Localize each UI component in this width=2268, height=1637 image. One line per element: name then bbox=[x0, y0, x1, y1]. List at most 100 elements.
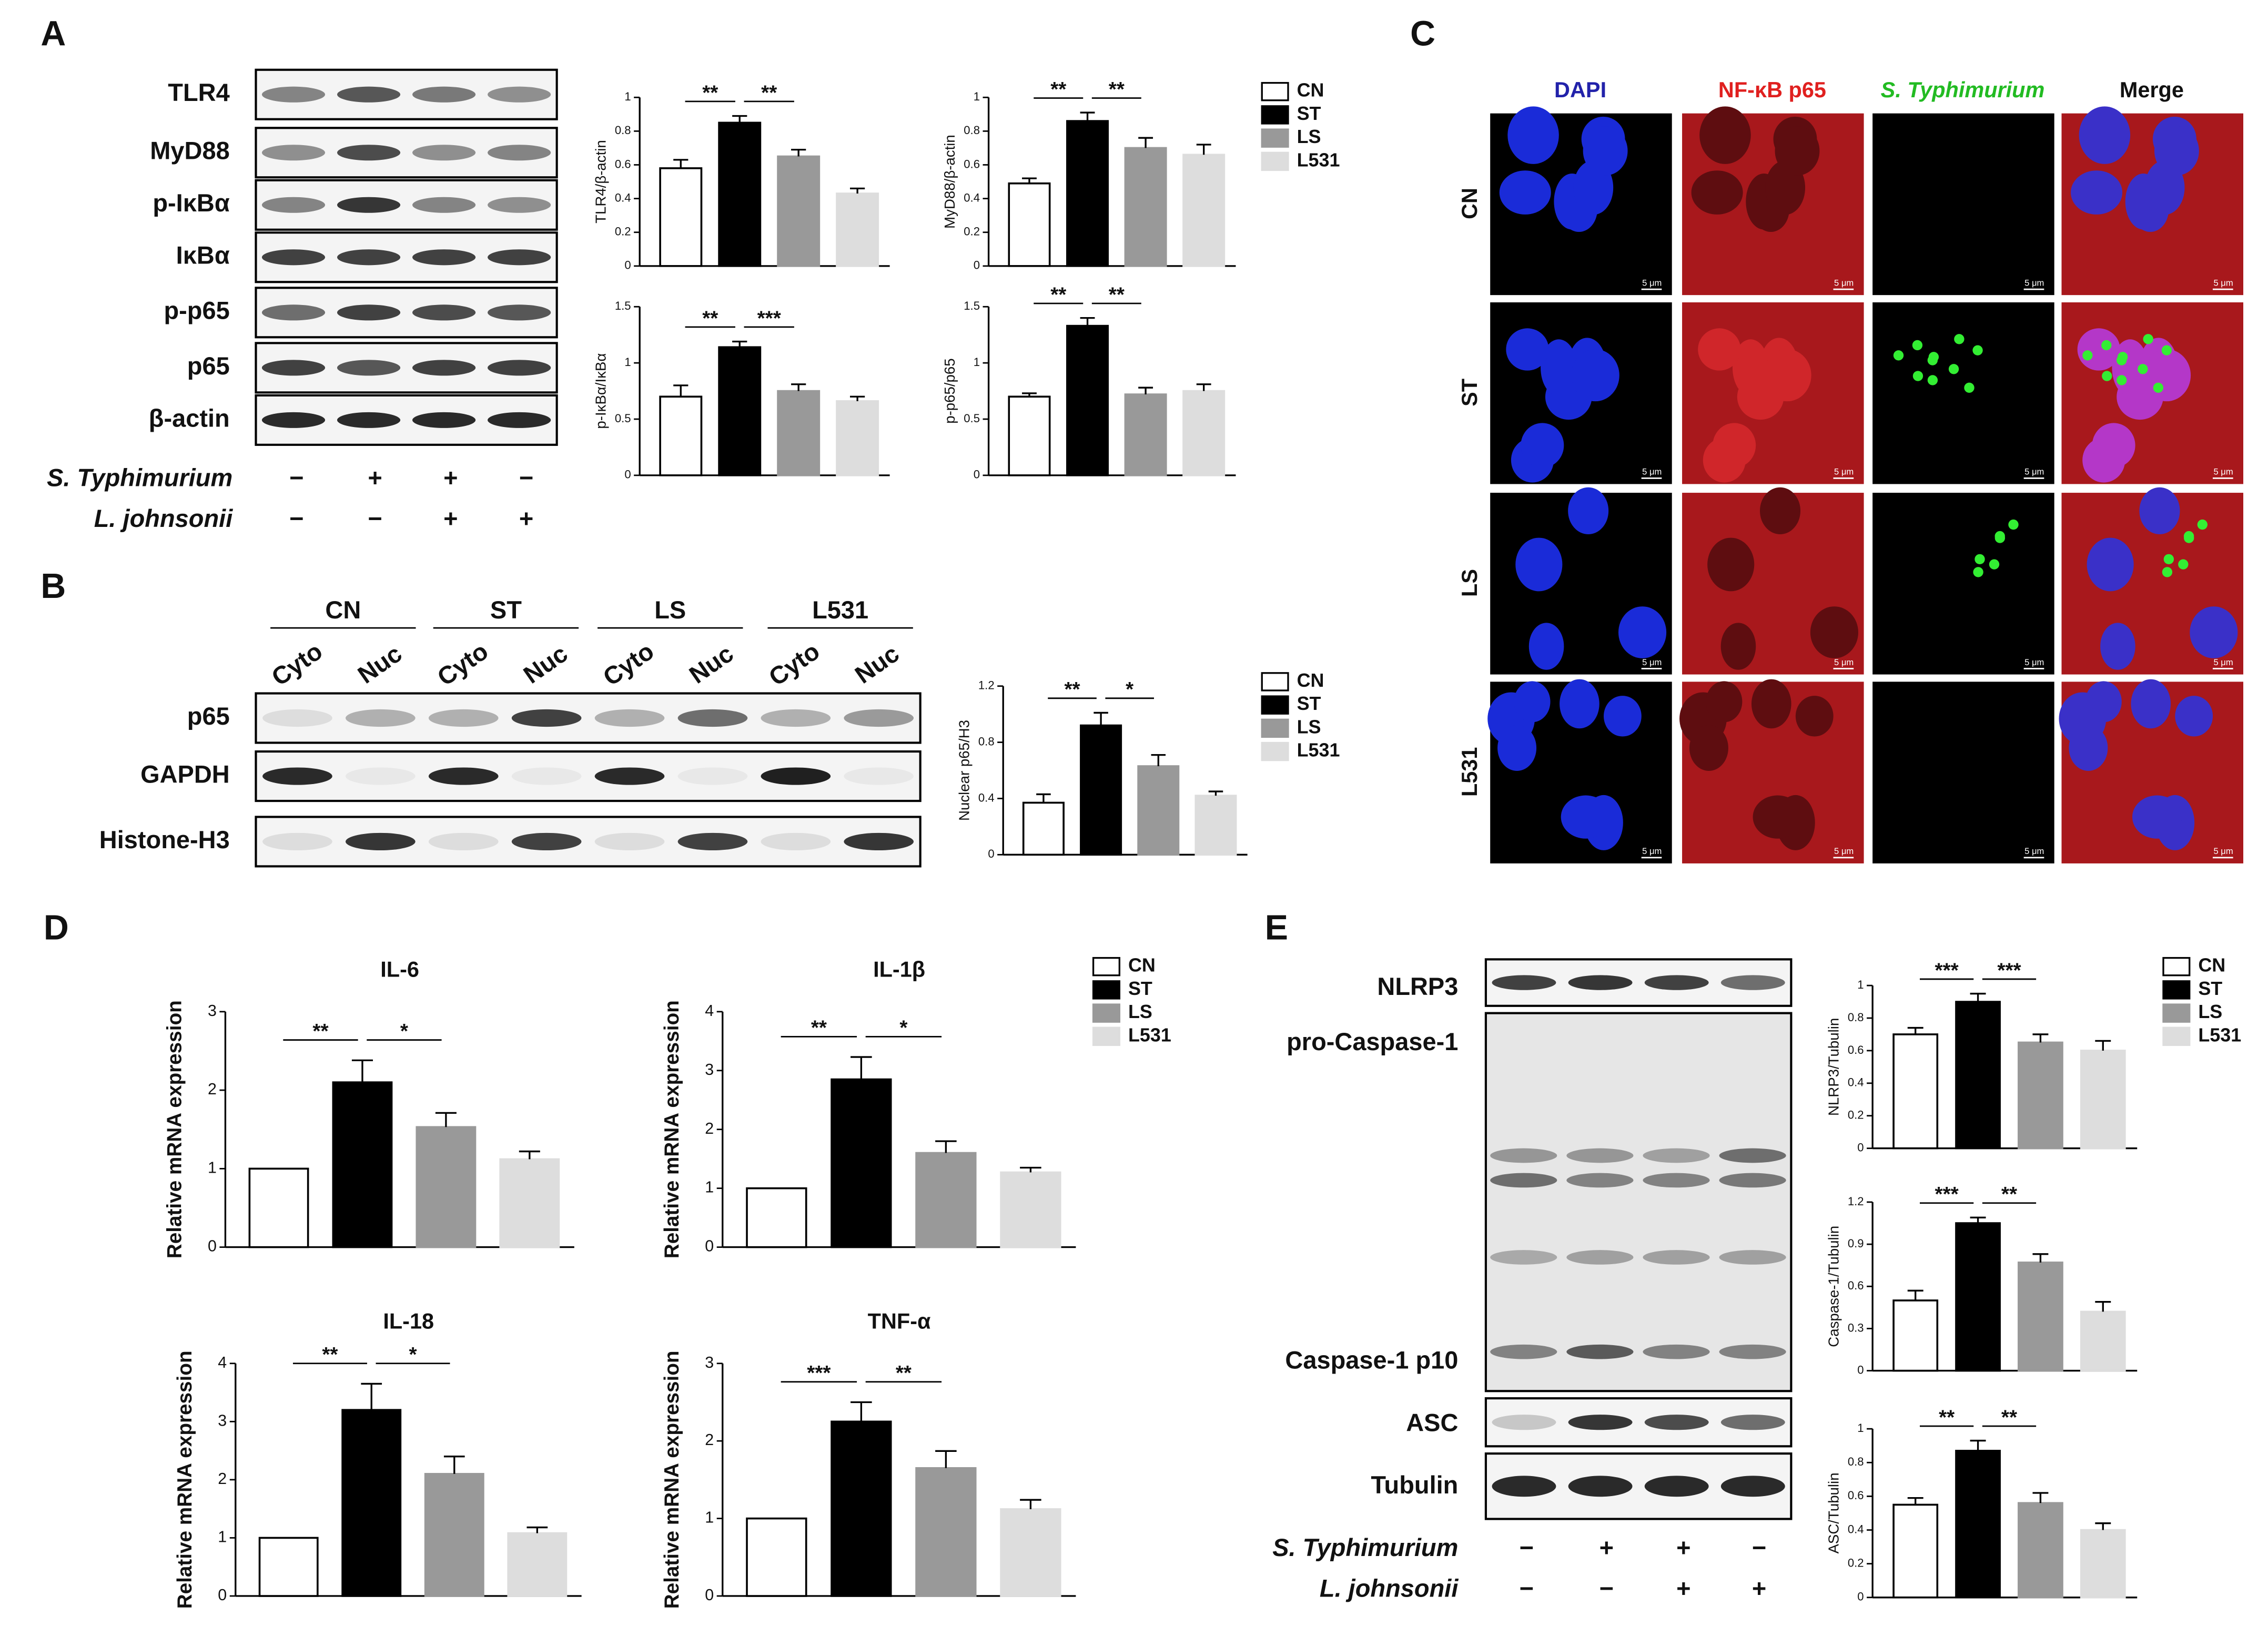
blot-strip bbox=[255, 692, 922, 744]
bar bbox=[341, 1409, 402, 1597]
legend-label: ST bbox=[1297, 693, 1321, 714]
bar bbox=[248, 1167, 309, 1248]
blot-band bbox=[1719, 1173, 1786, 1188]
blot-label: β-actin bbox=[149, 404, 230, 432]
blot-band bbox=[346, 709, 416, 727]
scale-bar-label: 5 μm bbox=[1642, 278, 1662, 288]
bar bbox=[718, 346, 762, 476]
blot-band bbox=[1566, 1250, 1634, 1265]
blot-band bbox=[261, 86, 326, 103]
legend-swatch bbox=[1261, 82, 1289, 101]
nucleus bbox=[1506, 328, 1549, 371]
legend-swatch bbox=[1092, 957, 1121, 977]
y-tick-label: 0.2 bbox=[1848, 1556, 1864, 1569]
nucleus bbox=[1763, 349, 1811, 402]
bacterium bbox=[2143, 334, 2153, 344]
significance-label: ** bbox=[761, 82, 777, 104]
bacterium bbox=[1994, 533, 2006, 543]
bar bbox=[499, 1158, 560, 1248]
significance-label: *** bbox=[757, 307, 782, 330]
significance-label: ** bbox=[1050, 283, 1067, 306]
blot-band bbox=[337, 86, 401, 103]
bar bbox=[332, 1081, 393, 1248]
bar bbox=[424, 1473, 484, 1597]
panel-label: C bbox=[1410, 15, 1435, 54]
chart-title: IL-18 bbox=[383, 1308, 434, 1333]
blot-band bbox=[428, 832, 499, 851]
blot-label: pro-Caspase-1 bbox=[1287, 1028, 1458, 1055]
legend-swatch bbox=[1092, 1003, 1121, 1023]
nucleus bbox=[1497, 725, 1537, 771]
bar bbox=[718, 121, 762, 267]
group-label: CN bbox=[325, 596, 361, 624]
bar bbox=[1194, 795, 1237, 856]
blot-label: p-IκBα bbox=[153, 189, 229, 217]
column-header: DAPI bbox=[1554, 77, 1606, 102]
y-tick-label: 0.2 bbox=[1848, 1109, 1864, 1122]
nucleus bbox=[2142, 349, 2191, 402]
blot-label: p65 bbox=[187, 352, 230, 380]
blot-band bbox=[412, 360, 476, 376]
blot-band bbox=[261, 145, 326, 161]
treatment-sign: − bbox=[368, 504, 382, 532]
fraction-label: Nuc bbox=[850, 639, 904, 688]
bar bbox=[1892, 1299, 1939, 1372]
blot-band bbox=[261, 197, 326, 213]
nucleus bbox=[1732, 339, 1769, 396]
blot-band bbox=[1720, 1476, 1785, 1497]
blot-band bbox=[511, 709, 582, 727]
bar bbox=[2080, 1050, 2126, 1150]
y-tick-label: 1.5 bbox=[964, 299, 980, 312]
nucleus bbox=[1514, 681, 1551, 723]
blot-band bbox=[337, 304, 401, 321]
nucleus bbox=[1561, 795, 1611, 839]
y-tick-label: 1 bbox=[705, 1178, 714, 1196]
y-tick-label: 0 bbox=[705, 1237, 714, 1255]
nucleus bbox=[2132, 795, 2182, 839]
bacterium bbox=[2178, 559, 2189, 570]
blot-band bbox=[1568, 1415, 1633, 1430]
blot-band bbox=[261, 304, 326, 321]
significance-label: ** bbox=[1050, 78, 1067, 101]
bar bbox=[258, 1537, 319, 1597]
significance-label: ** bbox=[1109, 283, 1125, 306]
legend-swatch bbox=[2162, 1003, 2191, 1023]
legend-label: LS bbox=[1128, 1001, 1152, 1022]
bar bbox=[1000, 1171, 1061, 1248]
bar bbox=[1955, 1222, 2001, 1372]
nucleus bbox=[2085, 681, 2122, 723]
bar bbox=[659, 395, 703, 476]
fraction-label: Cyto bbox=[432, 637, 493, 691]
bacterium bbox=[1912, 340, 1923, 351]
significance-label: ** bbox=[2001, 1406, 2018, 1429]
bar bbox=[777, 155, 821, 267]
micrograph bbox=[1872, 113, 2054, 296]
scale-bar-label: 5 μm bbox=[2213, 467, 2233, 477]
legend-label: LS bbox=[2198, 1001, 2222, 1022]
legend-label: CN bbox=[1128, 954, 1156, 976]
nucleus bbox=[2087, 537, 2134, 592]
blot-band bbox=[261, 412, 326, 428]
fraction-label: Cyto bbox=[598, 637, 659, 691]
nucleus bbox=[2077, 328, 2120, 371]
significance-label: *** bbox=[1935, 1183, 1959, 1206]
significance-label: * bbox=[409, 1344, 417, 1366]
nucleus bbox=[2190, 606, 2238, 658]
blot-band bbox=[761, 767, 831, 785]
blot-band bbox=[1719, 1250, 1786, 1265]
nucleus bbox=[1568, 487, 1609, 534]
nucleus bbox=[1528, 623, 1564, 670]
scale-bar-label: 5 μm bbox=[1642, 846, 1662, 856]
bacterium bbox=[2161, 345, 2172, 355]
blot-band bbox=[337, 360, 401, 376]
y-tick-label: 0.4 bbox=[615, 191, 631, 204]
treatment-label: L. johnsonii bbox=[94, 504, 233, 532]
legend-swatch bbox=[1092, 980, 1121, 1000]
nucleus bbox=[1618, 606, 1667, 658]
blot-label: ASC bbox=[1406, 1408, 1458, 1436]
bar bbox=[2018, 1502, 2063, 1599]
scale-bar-label: 5 μm bbox=[1834, 846, 1854, 856]
scale-bar-label: 5 μm bbox=[1834, 278, 1854, 288]
y-tick-label: 0.9 bbox=[1848, 1237, 1864, 1250]
nucleus bbox=[2071, 170, 2123, 215]
